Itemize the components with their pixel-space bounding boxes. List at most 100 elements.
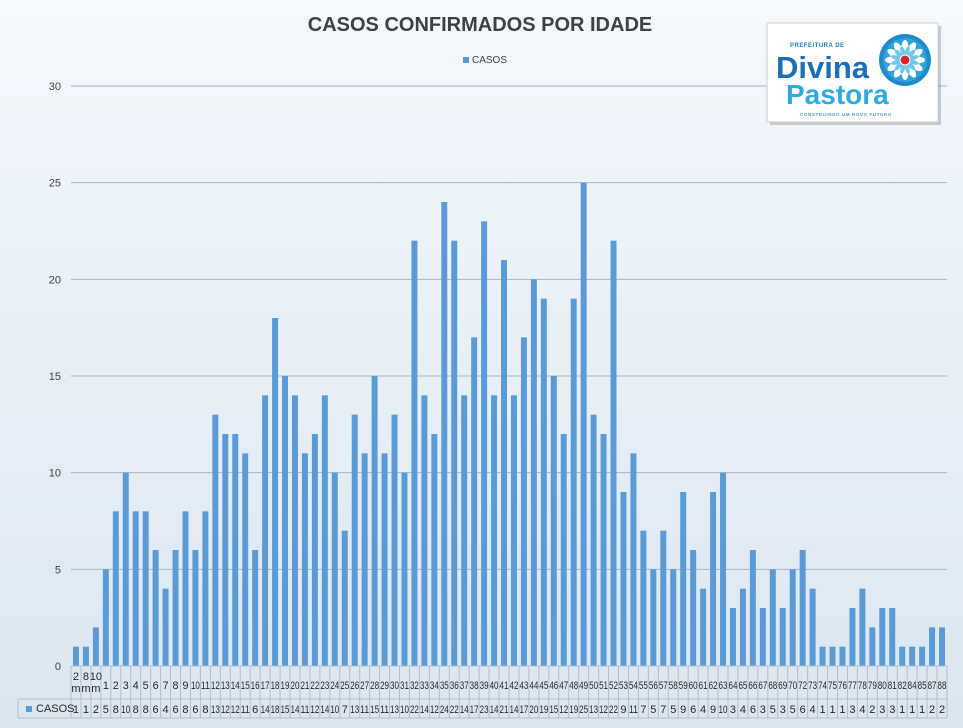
bar: [859, 588, 866, 666]
table-value: 24: [440, 704, 449, 716]
y-tick-label: 0: [55, 661, 61, 673]
table-value: 25: [579, 704, 588, 716]
category-label: 48: [569, 680, 578, 692]
category-label: 51: [599, 680, 608, 692]
bar: [690, 550, 697, 666]
bar: [192, 550, 199, 666]
bar: [650, 569, 657, 666]
table-value: 5: [790, 704, 796, 716]
bar: [102, 569, 109, 666]
bar: [540, 298, 547, 666]
table-value: 14: [320, 704, 329, 716]
bar: [670, 569, 677, 666]
table-value: 4: [859, 704, 865, 716]
table-value: 11: [360, 704, 369, 716]
table-value: 3: [730, 704, 736, 716]
category-label: 34: [430, 680, 439, 692]
legend: CASOS: [463, 55, 507, 66]
category-label: 52: [609, 680, 618, 692]
table-value: 2: [929, 704, 935, 716]
category-label: 84: [908, 680, 917, 692]
bar: [620, 492, 627, 666]
table-value: 4: [163, 704, 169, 716]
table-value: 14: [420, 704, 429, 716]
category-label: 18: [271, 680, 280, 692]
bar: [371, 376, 378, 666]
category-label: 5: [143, 680, 149, 692]
category-label: 49: [579, 680, 588, 692]
table-value: 6: [750, 704, 756, 716]
category-label: 16: [251, 680, 260, 692]
bar: [262, 395, 269, 666]
bar: [869, 627, 876, 666]
category-label: 64: [729, 680, 738, 692]
table-value: 8: [143, 704, 149, 716]
table-value: 2: [869, 704, 875, 716]
bar: [520, 337, 527, 666]
table-value: 9: [620, 704, 626, 716]
category-label: 73: [808, 680, 817, 692]
table-value: 3: [760, 704, 766, 716]
bar: [899, 646, 906, 666]
table-row-label: CASOS: [36, 703, 75, 715]
category-label: 27: [360, 680, 369, 692]
bar: [222, 434, 229, 666]
chart-title: CASOS CONFIRMADOS POR IDADE: [308, 14, 652, 36]
bar: [381, 453, 388, 666]
table-value: 18: [271, 704, 280, 716]
table-value: 1: [829, 704, 835, 716]
bar: [431, 434, 438, 666]
table-value: 13: [350, 704, 359, 716]
table-value: 10: [400, 704, 409, 716]
table-value: 14: [510, 704, 519, 716]
category-label: 10: [191, 680, 200, 692]
flower-emblem-icon: [879, 34, 931, 86]
category-label: 7: [163, 680, 169, 692]
bars: [72, 182, 946, 667]
category-label: 53: [619, 680, 628, 692]
category-label: 41: [500, 680, 509, 692]
category-label: 42: [510, 680, 519, 692]
category-label: 24: [330, 680, 339, 692]
table-value: 3: [780, 704, 786, 716]
table-value: 17: [519, 704, 528, 716]
table-value: 4: [700, 704, 706, 716]
bar: [272, 318, 279, 666]
bar: [132, 511, 139, 666]
table-value: 11: [629, 704, 638, 716]
table-value: 12: [599, 704, 608, 716]
table-value: 1: [899, 704, 905, 716]
category-label: 31: [400, 680, 409, 692]
table-value: 7: [342, 704, 348, 716]
y-tick-label: 30: [49, 81, 61, 93]
table-value: 19: [569, 704, 578, 716]
table-value: 5: [103, 704, 109, 716]
category-label: 65: [738, 680, 747, 692]
table-value: 21: [500, 704, 509, 716]
bar: [321, 395, 328, 666]
category-label: 38: [470, 680, 479, 692]
category-label: 2: [113, 680, 119, 692]
bar: [729, 608, 736, 666]
table-value: 20: [529, 704, 538, 716]
category-label: 46: [549, 680, 558, 692]
table-value: 22: [450, 704, 459, 716]
legend-label: CASOS: [472, 55, 507, 66]
bar: [142, 511, 149, 666]
table-value: 5: [670, 704, 676, 716]
category-label: 80: [878, 680, 887, 692]
table-value: 4: [740, 704, 746, 716]
category-label: 68: [768, 680, 777, 692]
table-value: 10: [330, 704, 339, 716]
bar: [361, 453, 368, 666]
bar: [82, 646, 89, 666]
logo-top-text: PREFEITURA DE: [790, 43, 845, 49]
bar: [311, 434, 318, 666]
table-value: 11: [241, 704, 250, 716]
bar: [451, 240, 458, 666]
bar: [749, 550, 756, 666]
bar: [939, 627, 946, 666]
table-value: 6: [252, 704, 258, 716]
table-value: 15: [281, 704, 290, 716]
table-value: 6: [192, 704, 198, 716]
